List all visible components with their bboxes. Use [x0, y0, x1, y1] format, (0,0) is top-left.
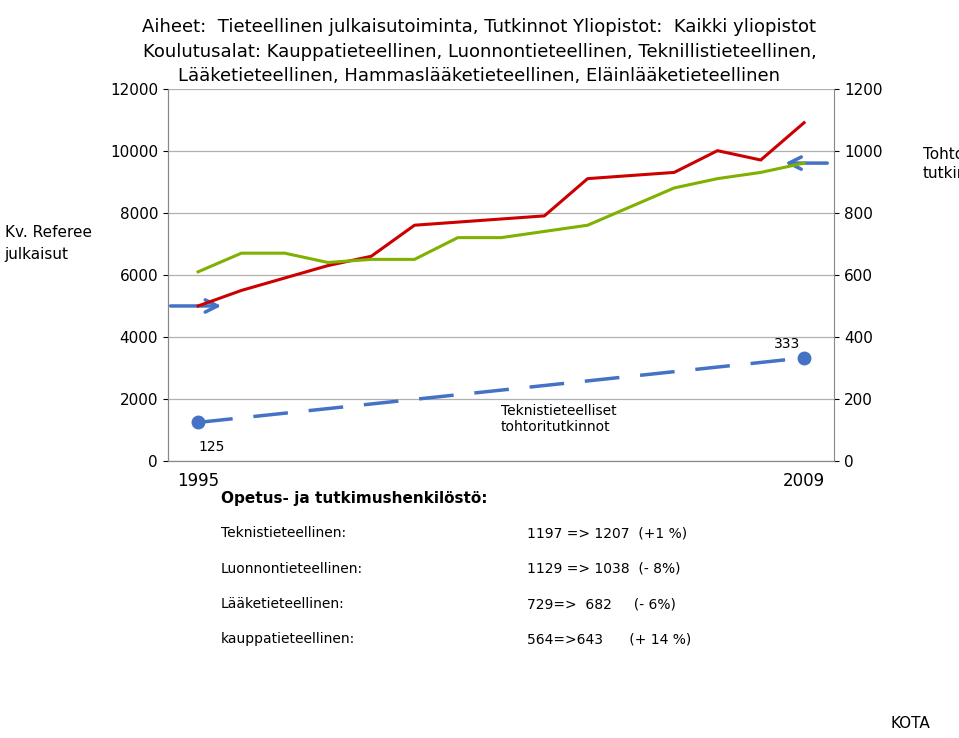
Text: KOTA: KOTA — [891, 716, 930, 731]
Text: Lääketieteellinen, Hammaslääketieteellinen, Eläinlääketieteellinen: Lääketieteellinen, Hammaslääketieteellin… — [178, 67, 781, 85]
Text: 564=>643      (+ 14 %): 564=>643 (+ 14 %) — [527, 632, 691, 646]
Text: Teknistieteellinen:: Teknistieteellinen: — [221, 526, 345, 540]
Text: 125: 125 — [199, 440, 224, 454]
Text: Aiheet:  Tieteellinen julkaisutoiminta, Tutkinnot Yliopistot:  Kaikki yliopistot: Aiheet: Tieteellinen julkaisutoiminta, T… — [143, 18, 816, 36]
Text: 1129 => 1038  (- 8%): 1129 => 1038 (- 8%) — [527, 562, 681, 576]
Text: Luonnontieteellinen:: Luonnontieteellinen: — [221, 562, 363, 576]
Text: Tohtori-: Tohtori- — [923, 148, 959, 162]
Text: Koulutusalat: Kauppatieteellinen, Luonnontieteellinen, Teknillistieteellinen,: Koulutusalat: Kauppatieteellinen, Luonno… — [143, 43, 816, 61]
Text: Kv. Referee: Kv. Referee — [5, 225, 92, 240]
Text: 1197 => 1207  (+1 %): 1197 => 1207 (+1 %) — [527, 526, 688, 540]
Text: julkaisut: julkaisut — [5, 247, 69, 262]
Text: Opetus- ja tutkimushenkilöstö:: Opetus- ja tutkimushenkilöstö: — [221, 491, 487, 506]
Text: Lääketieteellinen:: Lääketieteellinen: — [221, 597, 344, 611]
Text: Teknistieteelliset
tohtoritutkinnot: Teknistieteelliset tohtoritutkinnot — [501, 404, 617, 434]
Text: 333: 333 — [774, 337, 800, 351]
Text: tutkinnot: tutkinnot — [923, 166, 959, 181]
Text: kauppatieteellinen:: kauppatieteellinen: — [221, 632, 355, 646]
Text: 729=>  682     (- 6%): 729=> 682 (- 6%) — [527, 597, 676, 611]
